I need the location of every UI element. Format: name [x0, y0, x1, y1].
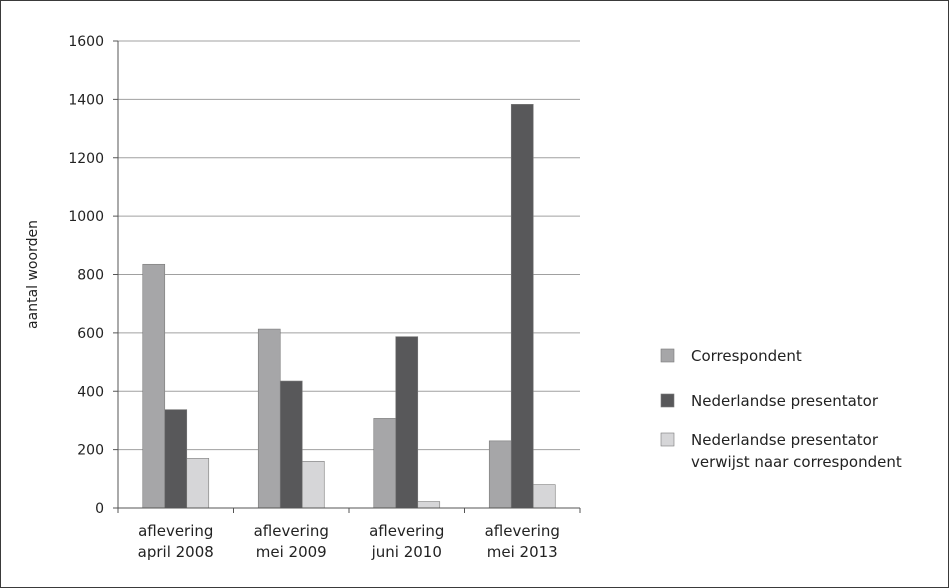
bars	[142, 104, 556, 509]
x-category-label-line: mei 2013	[487, 543, 558, 561]
x-category-label-line: april 2008	[138, 543, 214, 561]
x-category-label-line: juni 2010	[371, 543, 442, 561]
bar	[301, 460, 325, 509]
legend-label-line: verwijst naar correspondent	[691, 453, 902, 471]
y-tick-label: 1600	[68, 34, 104, 50]
bar	[164, 409, 188, 509]
bar	[142, 263, 166, 509]
y-tick-label: 400	[77, 384, 104, 400]
x-category-label: aflevering juni 2010	[369, 522, 444, 561]
bar	[186, 458, 210, 509]
y-tick-label: 1000	[68, 209, 104, 225]
y-tick-label: 1200	[68, 151, 104, 167]
x-category-label-line: aflevering	[369, 522, 444, 540]
y-tick-label: 1400	[68, 92, 104, 108]
x-category-label: aflevering april 2008	[138, 522, 214, 561]
x-category-label-line: aflevering	[254, 522, 329, 540]
legend-label: Correspondent	[691, 347, 802, 365]
bar	[395, 336, 419, 509]
gridlines	[118, 40, 580, 451]
bar	[488, 440, 512, 509]
bar	[373, 418, 397, 509]
y-tick-label: 800	[77, 268, 104, 284]
x-category-label-line: aflevering	[138, 522, 213, 540]
legend-swatch	[660, 348, 675, 363]
x-category-label-line: mei 2009	[256, 543, 327, 561]
x-category-label: aflevering mei 2009	[254, 522, 329, 561]
legend-label: Nederlandse presentator verwijst naar cor…	[691, 431, 902, 471]
legend-swatch	[660, 432, 675, 447]
y-tick-label: 600	[77, 326, 104, 342]
y-tick-label: 200	[77, 443, 104, 459]
legend-swatch	[660, 393, 675, 408]
legend-label-line: Nederlandse presentator	[691, 392, 879, 410]
x-category-label: aflevering mei 2013	[485, 522, 560, 561]
legend-label-line: Correspondent	[691, 347, 802, 365]
legend-label-line: Nederlandse presentator	[691, 431, 879, 449]
y-tick-label: 0	[95, 501, 104, 517]
y-axis-label: aantal woorden	[25, 220, 41, 329]
bar	[532, 484, 556, 509]
legend-label: Nederlandse presentator	[691, 392, 879, 410]
bar	[417, 501, 441, 509]
y-axis-label-group: aantal woorden	[25, 220, 41, 329]
y-axis-ticks: 0 200 400 600 800 1000 1200 1400 1600	[68, 34, 118, 517]
bar	[510, 104, 534, 509]
bar	[257, 328, 281, 509]
bar	[279, 380, 303, 509]
x-category-label-line: aflevering	[485, 522, 560, 540]
